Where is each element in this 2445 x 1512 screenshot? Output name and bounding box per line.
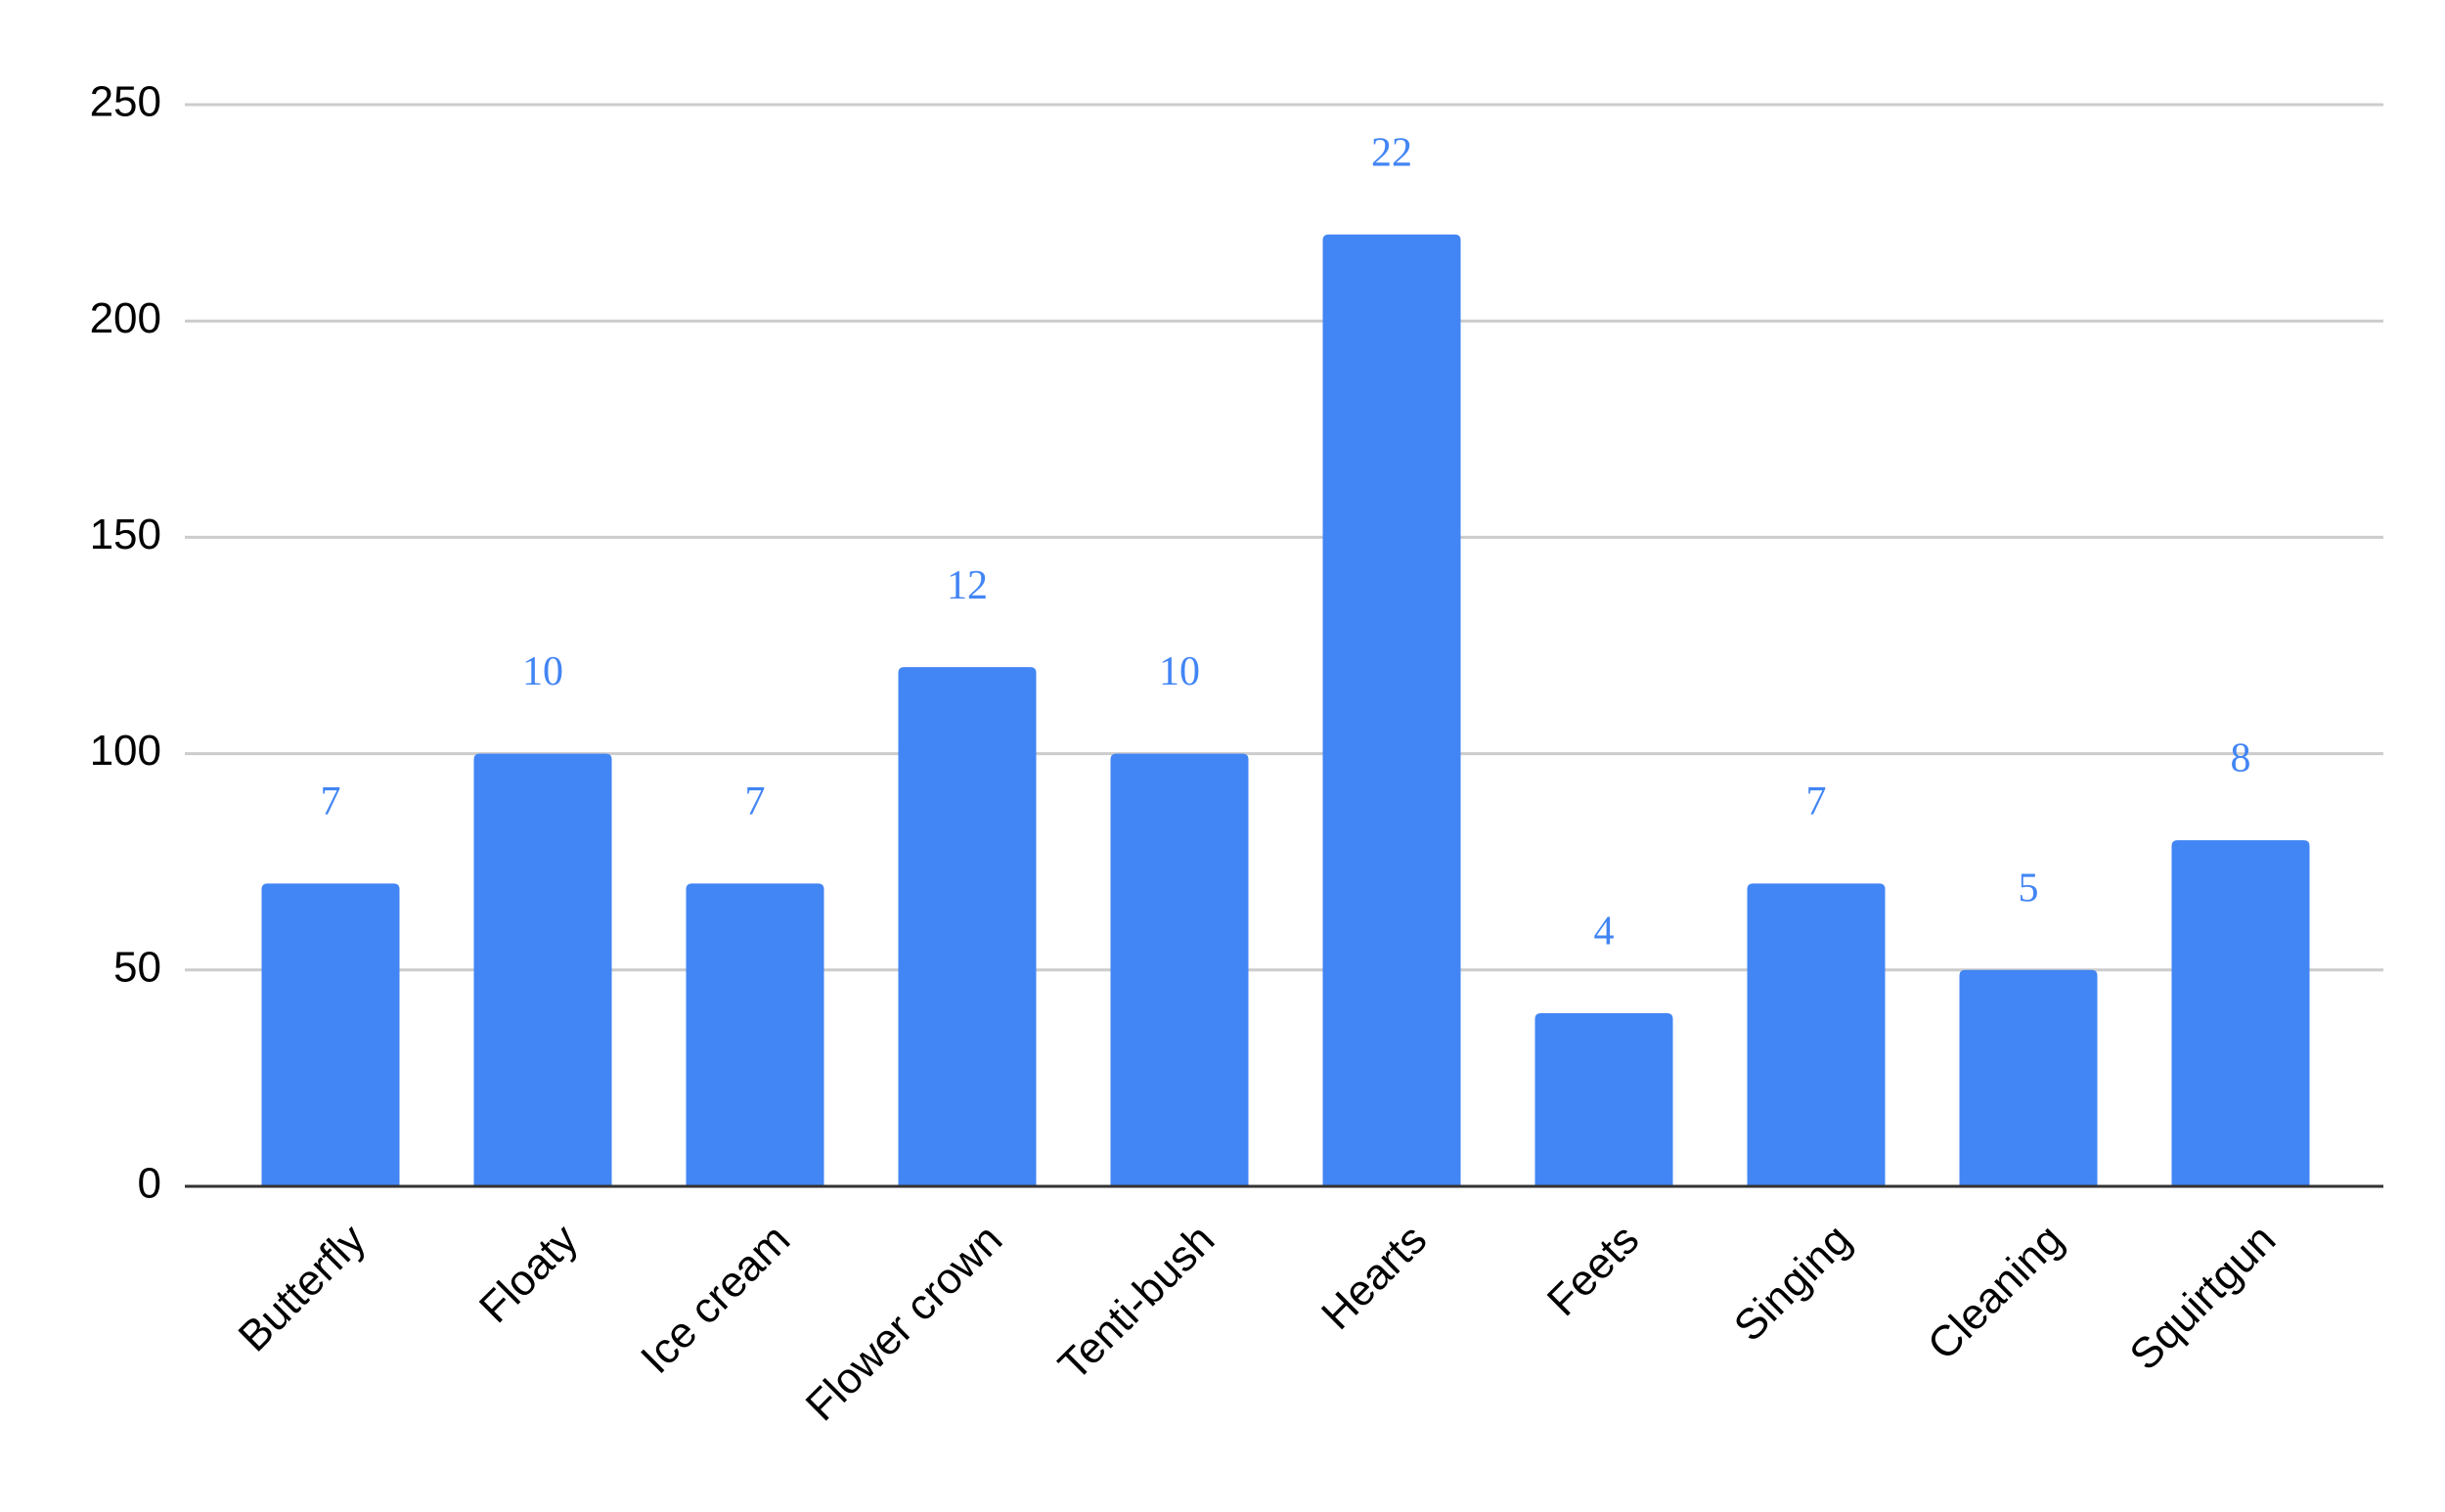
value-label: 22 (1371, 130, 1412, 175)
bar (1747, 883, 1886, 1186)
y-tick-label: 150 (90, 511, 161, 558)
value-label: 10 (522, 649, 563, 694)
y-tick-label: 0 (138, 1160, 161, 1208)
y-tick-label: 50 (113, 943, 161, 991)
bar (261, 883, 400, 1186)
x-tick-label: Butterfly (230, 1216, 376, 1361)
x-tick-label: Hearts (1312, 1216, 1436, 1339)
x-tick-label: Feets (1538, 1216, 1648, 1325)
bar (898, 667, 1037, 1186)
value-label: 8 (2231, 736, 2251, 781)
bar (2171, 840, 2310, 1186)
bar (1959, 969, 2098, 1186)
y-tick-label: 200 (90, 294, 161, 342)
value-label: 10 (1159, 649, 1200, 694)
x-tick-label: Cleaning (1919, 1216, 2072, 1369)
x-tick-label: Flower crown (797, 1216, 1012, 1431)
bar (686, 883, 824, 1186)
value-label: 5 (2019, 866, 2039, 911)
x-tick-label: Singing (1725, 1216, 1860, 1351)
bar (1110, 753, 1249, 1186)
value-label: 7 (321, 779, 341, 824)
y-tick-label: 100 (90, 727, 161, 775)
y-tick-label: 250 (90, 78, 161, 126)
bar (473, 753, 612, 1186)
value-label: 7 (1806, 779, 1827, 824)
x-tick-label: Ice cream (632, 1216, 799, 1383)
bar (1322, 234, 1461, 1187)
x-tick-label: Floaty (470, 1216, 587, 1332)
value-label: 7 (745, 779, 766, 824)
value-label: 12 (947, 563, 988, 608)
bar (1534, 1013, 1673, 1186)
x-tick-label: Tenti-bush (1049, 1216, 1223, 1390)
value-label: 4 (1594, 910, 1615, 955)
x-tick-label: Squirtgun (2120, 1216, 2285, 1380)
